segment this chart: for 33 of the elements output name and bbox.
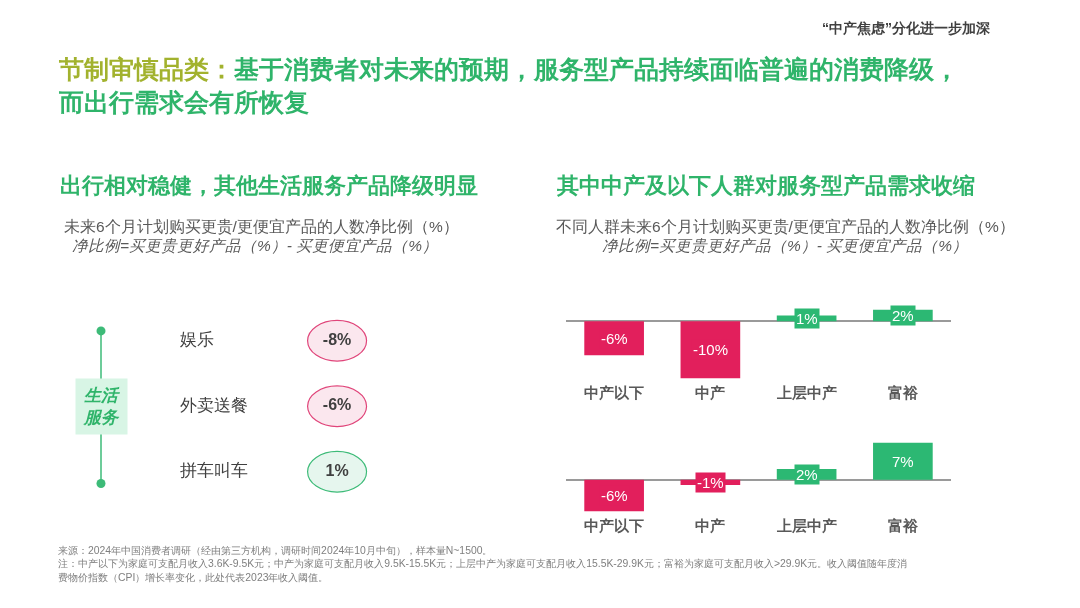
text: 净比例=买更贵更好产品（%）- 买更便宜产品（%） (602, 237, 969, 254)
source-note: 来源：2024年中国消费者调研（经由第三方机构，调研时间2024年10月中旬），样本量N~1500。 (58, 545, 493, 556)
text: 出行相对稳健，其他生活服务产品降级明显 (60, 173, 478, 198)
x-tick-label: 中产以下 (584, 384, 645, 401)
chart-subtitle: 不同人群未来6个月计划购买更贵/更便宜产品的人数净比例（%） (556, 218, 1015, 235)
data-label: -10% (693, 341, 729, 358)
x-tick-label: 中产 (695, 384, 726, 401)
text: 未来6个月计划购买更贵/更便宜产品的人数净比例（%） (64, 218, 459, 235)
x-tick-label: 上层中产 (775, 517, 837, 534)
data-label: 2% (796, 466, 818, 483)
data-label: -6% (601, 487, 628, 504)
data-label: 2% (892, 307, 914, 324)
text: 净比例=买更贵更好产品（%）- 买更便宜产品（%） (72, 237, 439, 254)
text: 注：中产以下为家庭可支配月收入3.6K-9.5K元；中产为家庭可支配月收入9.5K-15.5K元；上层中产为家庭可支配月收入15.5K-29.9K元；富裕为家庭可支配月收入>29.9K元。收入阈值随年度消费物价指数（CPI）增长率变化，此处代表2023年收入阈值。 (58, 558, 908, 583)
data-label: 7% (892, 453, 914, 470)
text: “中产焦虑”分化进一步加深 (822, 20, 991, 36)
data-label: 1% (325, 461, 349, 479)
data-label: 1% (796, 310, 818, 327)
x-tick-label: 中产以下 (584, 517, 645, 534)
x-tick-label: 富裕 (887, 384, 919, 401)
category-label: 外卖送餐 (180, 395, 248, 415)
category-label: 拼车叫车 (180, 461, 248, 480)
data-label: -6% (601, 330, 628, 347)
text: 节制审慎品类：基于消费者对未来的预期，服务型产品持续面临普遍的消费降级，而出行需求会有所恢复 (58, 55, 959, 116)
data-label: -8% (322, 330, 352, 348)
x-tick-label: 中产 (695, 517, 726, 534)
x-tick-label: 富裕 (887, 517, 919, 534)
chart-title: 其中中产及以下人群对服务型产品需求收缩 (556, 173, 975, 198)
data-label: -6% (322, 396, 352, 414)
text: 生活服务 (83, 386, 120, 428)
data-label: -1% (697, 474, 724, 491)
x-tick-label: 上层中产 (775, 384, 837, 401)
category-label: 娱乐 (180, 330, 214, 349)
